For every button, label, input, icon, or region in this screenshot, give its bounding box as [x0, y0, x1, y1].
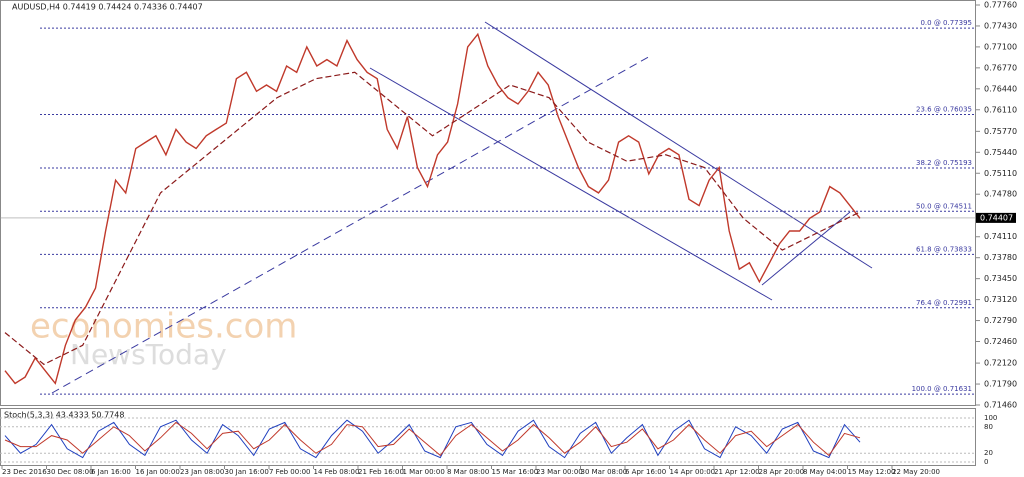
chart-title: AUDUSD,H4 0.74419 0.74424 0.74336 0.7440…: [12, 3, 203, 12]
stoch-tick-label: 0: [984, 458, 988, 466]
y-tick-label: 0.72460: [984, 337, 1017, 346]
trend-line: [761, 211, 851, 286]
main-pane: [0, 0, 976, 406]
stoch-pane: [0, 408, 976, 466]
y-tick-label: 0.75440: [984, 148, 1017, 157]
y-tick-label: 0.76770: [984, 63, 1017, 72]
x-tick-label: 14 Feb 08:00: [314, 468, 360, 476]
x-tick-label: 30 Dec 08:00: [47, 468, 94, 476]
y-tick-label: 0.77760: [984, 1, 1017, 10]
fib-label: 0.0 @ 0.77395: [920, 19, 972, 27]
x-tick-label: 8 May 04:00: [803, 468, 847, 476]
fib-label: 61.8 @ 0.73833: [916, 245, 972, 253]
x-tick-label: 14 Apr 00:00: [670, 468, 716, 476]
watermark: NewsToday: [70, 338, 227, 371]
y-tick-label: 0.73780: [984, 253, 1017, 262]
last-price-label: 0.74407: [980, 213, 1013, 222]
x-tick-label: 30 Jan 16:00: [225, 468, 269, 476]
x-tick-label: 22 May 20:00: [892, 468, 940, 476]
fib-label: 100.0 @ 0.71631: [912, 385, 972, 393]
channel-line: [369, 67, 773, 301]
stoch-title: Stoch(5,3,3) 43.4333 50.7748: [4, 411, 124, 420]
x-tick-label: 6 Jan 16:00: [91, 468, 131, 476]
y-tick-label: 0.75770: [984, 127, 1017, 136]
y-tick-label: 0.71790: [984, 380, 1017, 389]
x-tick-label: 7 Feb 00:00: [269, 468, 310, 476]
y-tick-label: 0.71460: [984, 401, 1017, 410]
trend-line: [51, 54, 653, 394]
x-tick-label: 1 Mar 00:00: [403, 468, 445, 476]
x-tick-label: 21 Feb 16:00: [358, 468, 404, 476]
x-tick-label: 23 Jan 08:00: [180, 468, 224, 476]
x-tick-label: 23 Dec 2016: [2, 468, 47, 476]
y-tick-label: 0.72120: [984, 359, 1017, 368]
x-tick-label: 15 Mar 16:00: [492, 468, 539, 476]
y-tick-label: 0.73120: [984, 295, 1017, 304]
x-tick-label: 30 Mar 08:00: [581, 468, 628, 476]
stoch-tick-label: 80: [984, 423, 993, 431]
stoch-tick-label: 100: [984, 414, 997, 422]
price-line: [4, 32, 861, 385]
x-tick-label: 6 Apr 16:00: [625, 468, 666, 476]
y-tick-label: 0.72790: [984, 316, 1017, 325]
stoch-tick-label: 20: [984, 449, 993, 457]
channel-line: [484, 21, 873, 269]
x-tick-label: 23 Mar 00:00: [536, 468, 583, 476]
y-tick-label: 0.75110: [984, 169, 1017, 178]
y-tick-label: 0.77430: [984, 21, 1017, 30]
x-tick-label: 16 Jan 00:00: [136, 468, 180, 476]
moving-average: [4, 71, 861, 366]
x-tick-label: 28 Apr 20:00: [759, 468, 805, 476]
fib-label: 23.6 @ 0.76035: [916, 106, 972, 114]
stoch-line: [4, 419, 861, 459]
y-tick-label: 0.77100: [984, 42, 1017, 51]
y-tick-label: 0.74110: [984, 232, 1017, 241]
watermark: economies.com: [30, 307, 297, 347]
y-tick-label: 0.74780: [984, 190, 1017, 199]
x-tick-label: 15 May 12:00: [848, 468, 896, 476]
y-tick-label: 0.73450: [984, 274, 1017, 283]
y-tick-label: 0.76110: [984, 105, 1017, 114]
stoch-line: [4, 421, 861, 457]
last-price-box: [976, 212, 1016, 223]
y-tick-label: 0.76440: [984, 84, 1017, 93]
fib-label: 76.4 @ 0.72991: [916, 299, 972, 307]
x-tick-label: 21 Apr 12:00: [714, 468, 760, 476]
fib-label: 38.2 @ 0.75193: [916, 159, 972, 167]
fib-label: 50.0 @ 0.74511: [916, 202, 972, 210]
x-tick-label: 8 Mar 08:00: [447, 468, 489, 476]
